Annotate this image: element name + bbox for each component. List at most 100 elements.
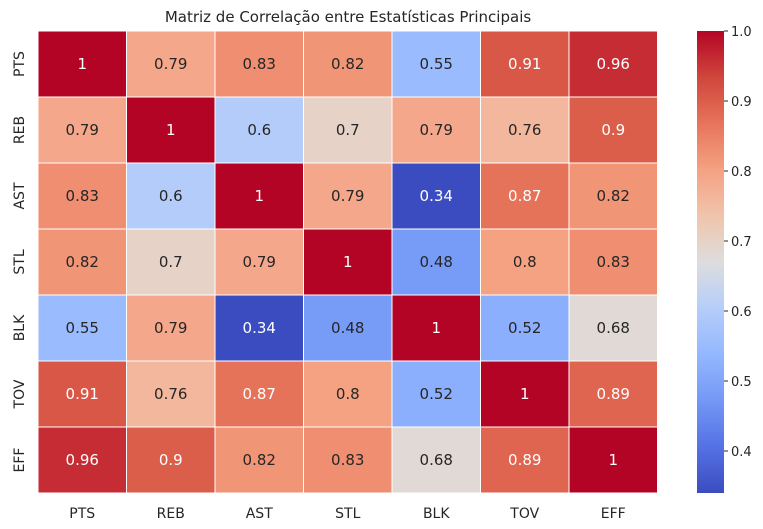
heatmap-cells: 1 0.79 0.83 0.82 0.55 0.91 0.960.79 1 0.6 0.7 0.79… [37,30,658,494]
heatmap-cell [126,162,216,230]
cell-value-label: 0.48 [420,253,453,271]
cell-value-label: 0.7 [336,121,360,139]
cell-value-label: 0.83 [243,55,276,73]
heatmap-cell [37,426,127,494]
cell-value-label: 0.52 [508,319,541,337]
cell-value-label: 0.6 [247,121,271,139]
cell-value-label: 0.83 [597,253,630,271]
cell-value-label: 0.9 [159,451,183,469]
heatmap-cell [37,228,127,296]
x-tick-label: EFF [601,506,626,522]
heatmap-cell [568,162,658,230]
cell-value-label: 0.96 [597,55,630,73]
cell-value-label: 0.9 [601,121,625,139]
heatmap-cell [568,360,658,428]
y-tick-label: AST [12,182,28,209]
heatmap-cell [126,360,216,428]
y-tick-label: REB [12,116,28,144]
cell-value-label: 0.89 [597,385,630,403]
cell-value-label: 1 [520,385,530,403]
cell-value-label: 0.83 [331,451,364,469]
cell-value-label: 0.82 [66,253,99,271]
heatmap-cell [568,96,658,164]
heatmap-cell [568,426,658,494]
heatmap-cell [37,360,127,428]
x-tick-label: BLK [423,506,450,522]
heatmap-cell [214,30,304,98]
x-tick-label: TOV [509,506,539,522]
heatmap-cell [37,294,127,362]
cell-value-label: 0.87 [243,385,276,403]
cell-value-label: 0.79 [420,121,453,139]
y-tick-label: STL [12,249,28,274]
heatmap-cell [303,360,393,428]
heatmap-cell [480,96,570,164]
cell-value-label: 0.68 [597,319,630,337]
cell-value-label: 0.34 [420,187,453,205]
cell-value-label: 0.79 [243,253,276,271]
heatmap-cell [480,228,570,296]
heatmap-cell [303,426,393,494]
heatmap-cell [214,426,304,494]
colorbar: 0.4 0.5 0.6 0.7 0.8 0.9 1.0 [697,25,752,493]
cell-value-label: 0.8 [513,253,537,271]
cell-value-label: 0.91 [66,385,99,403]
heatmap-cell [214,162,304,230]
heatmap-cell [480,30,570,98]
y-tick-label: EFF [12,448,28,473]
cell-value-label: 0.79 [66,121,99,139]
cell-value-label: 0.8 [336,385,360,403]
cell-value-label: 0.79 [154,55,187,73]
heatmap-cell [37,30,127,98]
cell-value-label: 1 [431,319,441,337]
cell-value-label: 1 [166,121,176,139]
cell-value-label: 1 [608,451,618,469]
cell-value-label: 0.89 [508,451,541,469]
cell-value-label: 1 [77,55,87,73]
heatmap-cell [214,360,304,428]
heatmap-cell [126,30,216,98]
x-tick-label: PTS [69,506,95,522]
cell-value-label: 0.82 [243,451,276,469]
cell-value-label: 0.76 [508,121,541,139]
colorbar-tick-label: 0.7 [731,235,752,250]
heatmap-cell [214,294,304,362]
cell-value-label: 0.96 [66,451,99,469]
heatmap-cell [303,162,393,230]
heatmap-cell [37,96,127,164]
cell-value-label: 0.55 [420,55,453,73]
cell-value-label: 0.34 [243,319,276,337]
heatmap-cell [126,228,216,296]
cell-value-label: 0.55 [66,319,99,337]
cell-value-label: 0.91 [508,55,541,73]
heatmap-cell [391,360,481,428]
cell-value-label: 0.76 [154,385,187,403]
colorbar-tick-label: 0.5 [731,375,752,390]
heatmap-cell [391,162,481,230]
cell-value-label: 0.48 [331,319,364,337]
colorbar-tick-label: 0.6 [731,305,752,320]
heatmap-cell [480,426,570,494]
colorbar-tick-label: 0.8 [731,165,752,180]
colorbar-tick-label: 0.4 [731,445,752,460]
y-tick-label: BLK [12,314,28,341]
colorbar-gradient [697,31,724,493]
cell-value-label: 0.83 [66,187,99,205]
cell-value-label: 0.52 [420,385,453,403]
heatmap-cell [214,96,304,164]
cell-value-label: 0.82 [597,187,630,205]
x-tick-label: STL [335,506,360,522]
heatmap-cell [303,228,393,296]
cell-value-label: 0.68 [420,451,453,469]
heatmap-cell [303,30,393,98]
cell-value-label: 1 [343,253,353,271]
y-tick-label: PTS [12,51,28,77]
cell-value-label: 0.79 [154,319,187,337]
colorbar-tick-label: 1.0 [731,25,752,40]
heatmap-cell [391,426,481,494]
x-tick-label: REB [157,506,185,522]
heatmap-cell [568,294,658,362]
y-axis-ticks: PTS REB AST STL BLK TOV EFF [12,51,28,473]
colorbar-tick-label: 0.9 [731,95,752,110]
